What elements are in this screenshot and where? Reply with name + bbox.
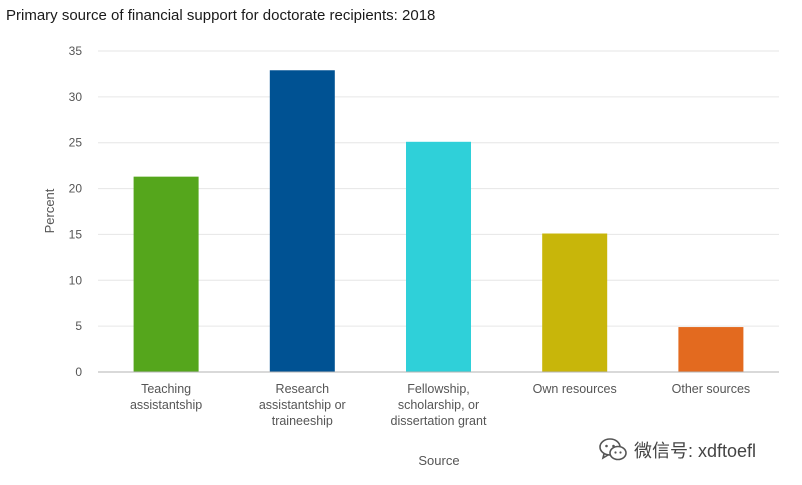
bar [678,327,744,372]
y-tick-label: 15 [69,227,83,241]
bar [269,70,335,372]
x-axis-ticks: Teaching assistantship Research assistantsh… [130,382,750,428]
watermark: 微信号: xdftoefl [598,437,756,463]
x-axis-label: Source [418,453,459,468]
y-tick-label: 0 [75,365,82,379]
bars [133,70,744,372]
bar [406,141,471,372]
y-tick-label: 30 [69,90,83,104]
y-tick-label: 10 [69,273,83,287]
y-tick-label: 20 [69,182,83,196]
x-tick-label: Teaching assistantship [130,382,202,412]
y-tick-label: 35 [69,44,83,58]
y-tick-label: 25 [69,136,83,150]
y-axis-ticks: 0 5 10 15 20 25 30 35 [69,44,83,379]
wechat-icon [599,438,627,461]
y-axis-label: Percent [42,188,57,233]
x-tick-label: Research assistantship or traineeship [259,382,346,428]
x-tick-label: Fellowship, scholarship, or dissertation g… [391,382,487,428]
bar [133,176,199,372]
x-tick-label: Own resources [533,382,617,396]
y-tick-label: 5 [75,319,82,333]
chart-title: Primary source of financial support for … [6,7,436,24]
watermark-text: 微信号: xdftoefl [634,441,757,461]
bar [542,233,608,372]
x-tick-label: Other sources [672,382,751,396]
